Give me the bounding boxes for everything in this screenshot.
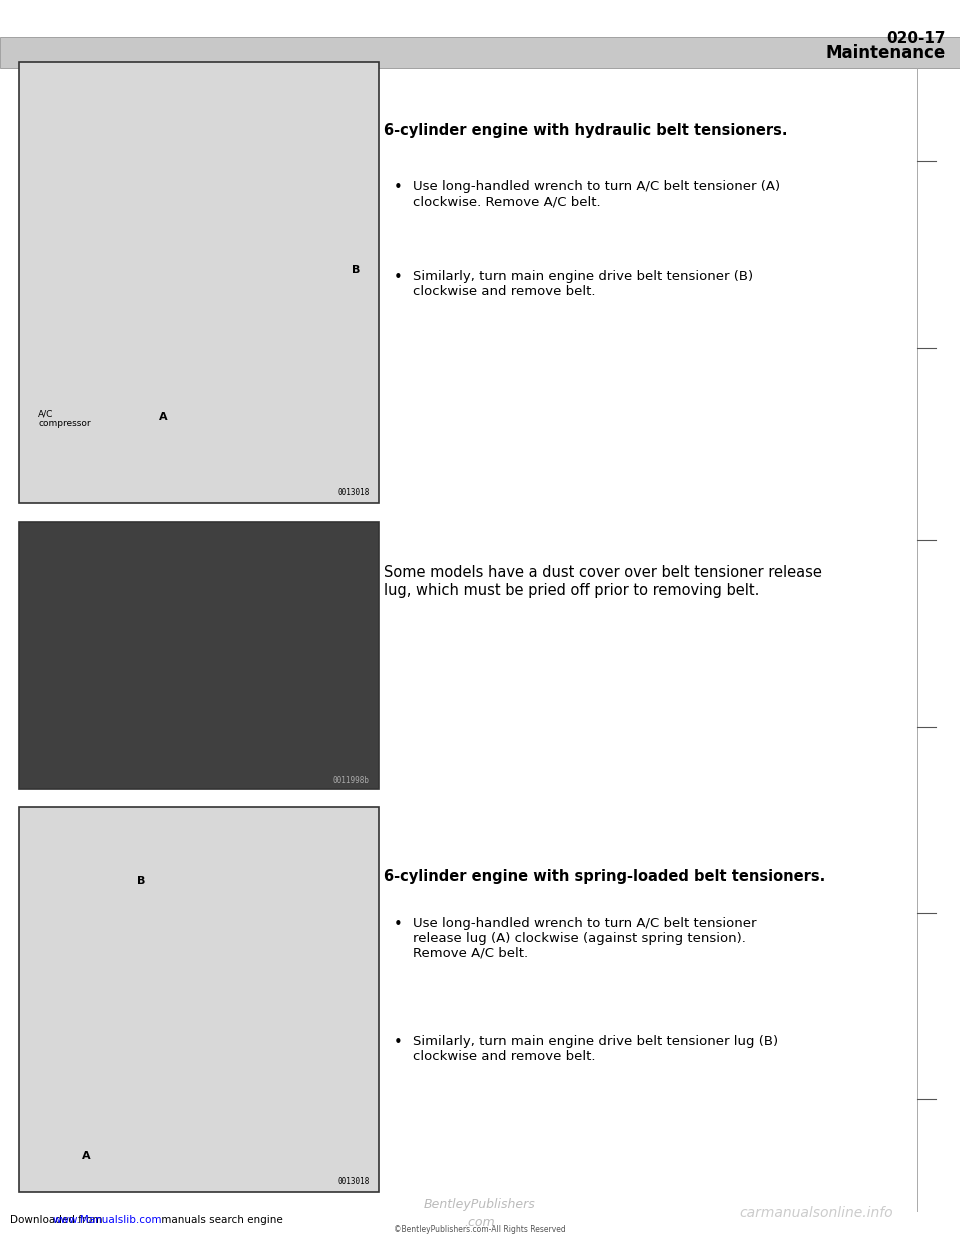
Text: Use long-handled wrench to turn A/C belt tensioner
release lug (A) clockwise (ag: Use long-handled wrench to turn A/C belt…	[413, 917, 756, 960]
Polygon shape	[360, 549, 375, 569]
Text: 0011998b: 0011998b	[332, 776, 370, 785]
Text: carmanualsonline.info: carmanualsonline.info	[739, 1206, 893, 1221]
Text: B: B	[351, 265, 360, 276]
Bar	[19, 522, 379, 789]
Text: Use long-handled wrench to turn A/C belt tensioner (A)
clockwise. Remove A/C bel: Use long-handled wrench to turn A/C belt…	[413, 180, 780, 209]
Text: 0013018: 0013018	[337, 1177, 370, 1186]
Text: Downloaded from: Downloaded from	[10, 1215, 106, 1225]
Text: Maintenance: Maintenance	[826, 43, 946, 62]
Text: A: A	[159, 412, 167, 422]
Text: Similarly, turn main engine drive belt tensioner lug (B)
clockwise and remove be: Similarly, turn main engine drive belt t…	[413, 1035, 778, 1063]
Bar	[19, 62, 379, 503]
Text: 020-17: 020-17	[886, 31, 946, 46]
Text: .com: .com	[465, 1216, 495, 1228]
Text: manuals search engine: manuals search engine	[158, 1215, 283, 1225]
Text: •: •	[394, 270, 402, 284]
Bar	[0, 37, 960, 68]
Text: A/C
compressor: A/C compressor	[38, 409, 91, 428]
Text: Similarly, turn main engine drive belt tensioner (B)
clockwise and remove belt.: Similarly, turn main engine drive belt t…	[413, 270, 753, 298]
Text: B: B	[137, 876, 146, 886]
Text: A: A	[83, 1151, 90, 1161]
Polygon shape	[360, 853, 375, 873]
Text: •: •	[394, 917, 402, 932]
Text: www.Manualslib.com: www.Manualslib.com	[53, 1215, 162, 1225]
Text: 0013018: 0013018	[337, 488, 370, 497]
Bar	[19, 807, 379, 1192]
Text: 6-cylinder engine with spring-loaded belt tensioners.: 6-cylinder engine with spring-loaded bel…	[384, 869, 826, 884]
Text: BentleyPublishers: BentleyPublishers	[424, 1199, 536, 1211]
Text: •: •	[394, 1035, 402, 1049]
Text: Some models have a dust cover over belt tensioner release
lug, which must be pri: Some models have a dust cover over belt …	[384, 565, 822, 597]
Text: 6-cylinder engine with hydraulic belt tensioners.: 6-cylinder engine with hydraulic belt te…	[384, 123, 787, 138]
Text: ©BentleyPublishers.com-All Rights Reserved: ©BentleyPublishers.com-All Rights Reserv…	[395, 1225, 565, 1235]
Text: •: •	[394, 180, 402, 195]
Polygon shape	[360, 120, 375, 140]
